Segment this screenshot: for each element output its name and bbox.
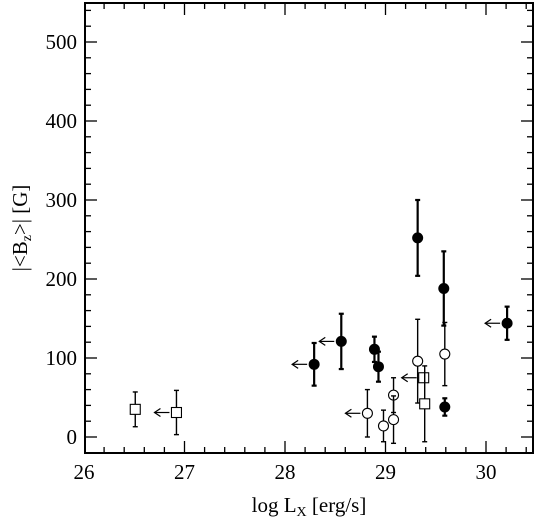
upper-limit-arrowhead	[291, 359, 299, 369]
y-tick-label: 400	[46, 109, 78, 133]
data-point-open-square	[129, 403, 141, 415]
data-marks	[129, 198, 513, 445]
y-axis-label: |<Bz>| [G]	[8, 185, 35, 272]
data-point-filled-circle	[308, 358, 320, 370]
data-point-open-circle	[439, 348, 451, 360]
data-point-filled-circle	[438, 282, 450, 294]
y-tick-label: 0	[67, 425, 78, 449]
data-point-filled-circle	[372, 361, 384, 373]
upper-limit-arrowhead	[484, 318, 492, 328]
y-tick-label: 200	[46, 267, 78, 291]
x-tick-label: 30	[476, 460, 497, 484]
x-tick-labels: 262728293031	[74, 460, 497, 484]
y-tick-labels: 0 100 200 300 400 500	[46, 30, 78, 449]
data-point-open-circle	[412, 355, 424, 367]
data-point-filled-circle	[439, 401, 451, 413]
x-tick-label: 26	[74, 460, 95, 484]
axis-ticks	[85, 3, 533, 453]
upper-limit-arrowhead	[344, 408, 352, 418]
data-point-open-circle	[387, 414, 400, 426]
upper-limit-arrowhead	[153, 408, 161, 418]
data-point-open-square	[418, 372, 430, 384]
data-point-open-square	[419, 398, 431, 410]
upper-limit-arrowhead	[400, 373, 409, 383]
y-tick-label: 500	[46, 30, 78, 54]
plot-frame	[84, 2, 534, 454]
data-point-open-square	[170, 406, 183, 419]
y-tick-label: 100	[46, 346, 78, 370]
data-point-open-circle	[361, 407, 373, 419]
data-point-filled-circle	[412, 232, 424, 244]
x-tick-label: 29	[375, 460, 396, 484]
data-point-open-circle	[377, 420, 390, 432]
x-tick-label: 27	[174, 460, 195, 484]
data-point-filled-circle	[335, 335, 347, 347]
x-tick-label: 28	[275, 460, 296, 484]
upper-limit-arrowhead	[318, 336, 326, 346]
y-tick-label: 300	[46, 188, 78, 212]
data-point-filled-circle	[501, 317, 513, 329]
x-axis-label: log LX [erg/s]	[252, 493, 367, 519]
